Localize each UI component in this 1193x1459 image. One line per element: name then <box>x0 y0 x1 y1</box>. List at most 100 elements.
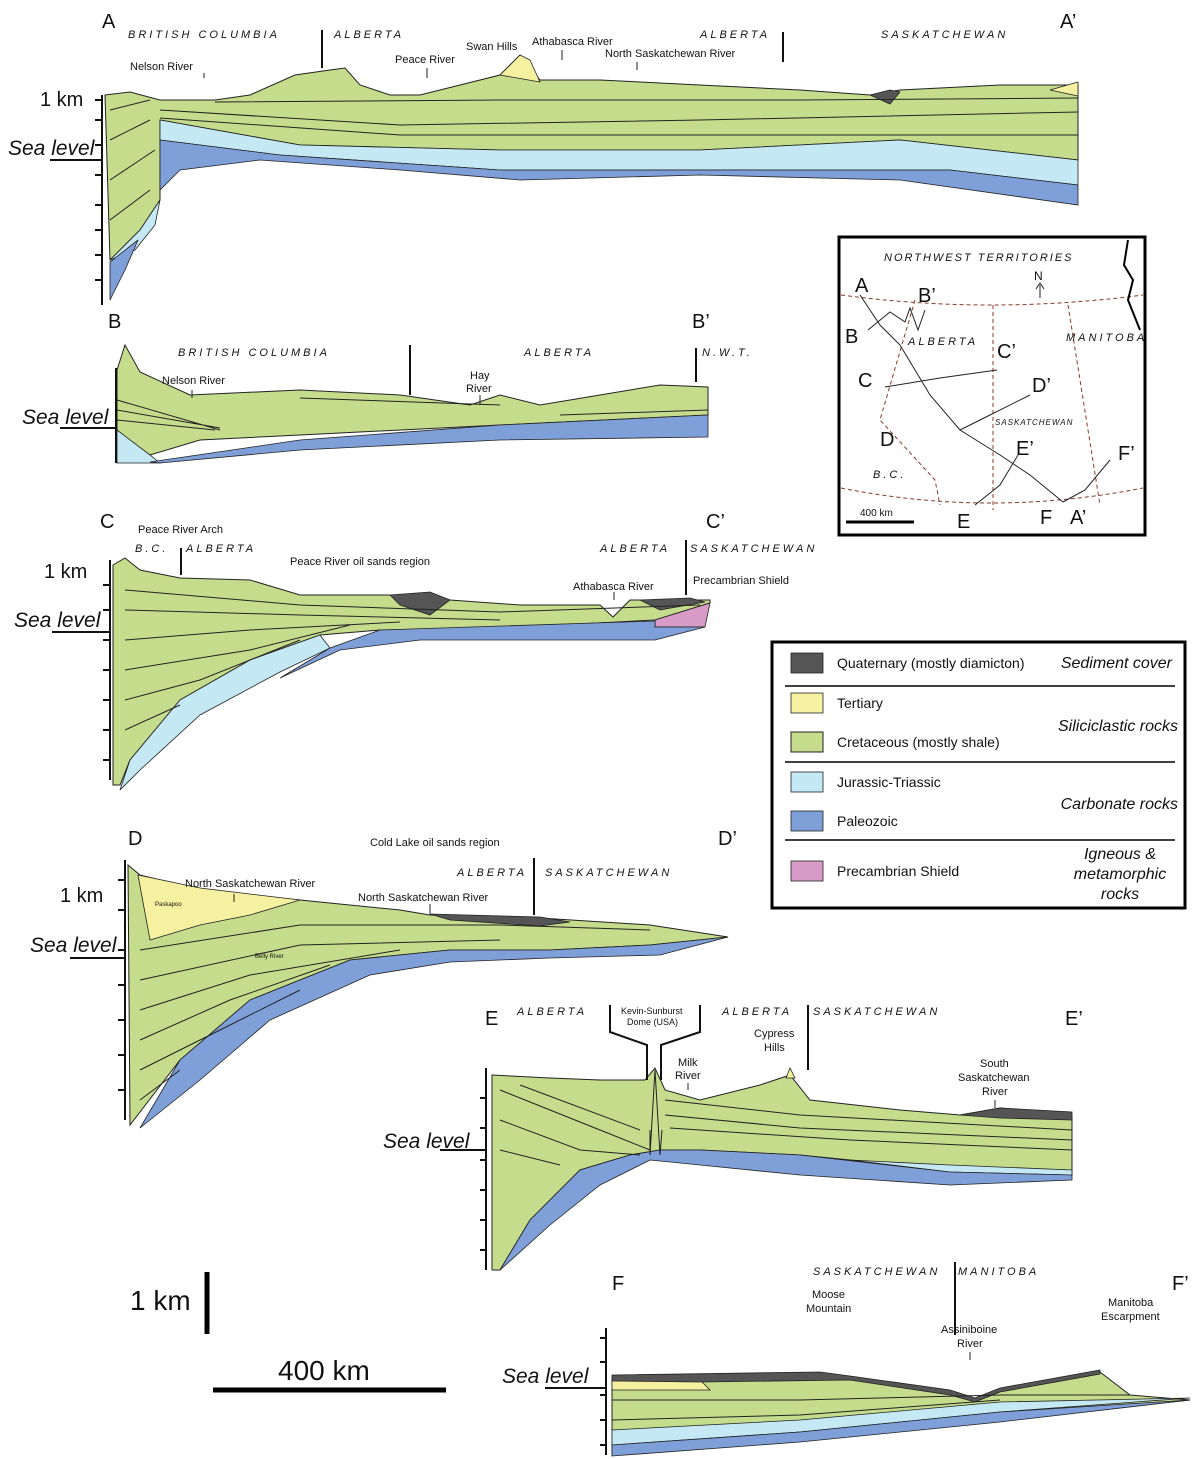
km-label: 1 km <box>40 89 83 111</box>
map-scale: 400 km <box>860 508 893 519</box>
cross-section-figure: A A’ BRITISH COLUMBIA ALBERTA ALBERTA SA… <box>0 0 1193 1459</box>
map-point: D <box>880 429 894 451</box>
map-point: C’ <box>997 341 1016 363</box>
section-end: F’ <box>1172 1273 1189 1295</box>
map-point: B’ <box>918 285 936 307</box>
map-point: B <box>845 326 858 348</box>
section-end: A’ <box>1060 11 1076 33</box>
section-e: E E’ ALBERTA ALBERTA SASKATCHEWAN Kevin-… <box>383 1005 1083 1270</box>
province: SASKATCHEWAN <box>813 1266 940 1278</box>
legend-entry: Precambrian Shield <box>837 863 959 879</box>
sea-level: Sea level <box>8 137 96 160</box>
province: SASKATCHEWAN <box>813 1006 940 1018</box>
province: SASKATCHEWAN <box>690 543 817 555</box>
section-start: D <box>128 828 142 850</box>
feature: Hay <box>470 370 490 382</box>
unit-label: Belly River <box>255 954 284 960</box>
feature: Moose <box>812 1289 845 1301</box>
map-province: ALBERTA <box>907 336 978 348</box>
legend-swatch <box>791 772 823 792</box>
section-start: C <box>100 511 114 533</box>
feature: River <box>982 1086 1008 1098</box>
feature: River <box>466 383 492 395</box>
map-point: C <box>858 370 872 392</box>
province: ALBERTA <box>185 543 256 555</box>
map-point: E’ <box>1016 438 1034 460</box>
legend-entry: Quaternary (mostly diamicton) <box>837 655 1025 671</box>
horizontal-scale: 400 km <box>278 1355 370 1386</box>
feature: Milk <box>678 1057 698 1069</box>
north-arrow: N <box>1034 269 1043 283</box>
section-start: E <box>485 1008 498 1030</box>
province: MANITOBA <box>958 1266 1039 1278</box>
legend-swatch <box>791 653 823 673</box>
sea-level: Sea level <box>22 406 110 429</box>
legend-entry: Cretaceous (mostly shale) <box>837 734 1000 750</box>
map-province: B.C. <box>873 469 906 481</box>
section-end: C’ <box>706 511 725 533</box>
feature: Mountain <box>806 1303 851 1315</box>
map-province: MANITOBA <box>1066 332 1147 344</box>
feature: Athabasca River <box>532 36 613 48</box>
feature: Peace River oil sands region <box>290 556 430 568</box>
map-province: SASKATCHEWAN <box>995 418 1073 427</box>
feature: Nelson River <box>130 61 193 73</box>
feature: River <box>957 1338 983 1350</box>
feature: North Saskatchewan River <box>185 878 316 890</box>
legend-group: rocks <box>1101 886 1139 903</box>
province: ALBERTA <box>599 543 670 555</box>
section-start: B <box>108 311 121 333</box>
legend: Quaternary (mostly diamicton) Tertiary C… <box>772 642 1185 908</box>
feature: Kevin-Sunburst <box>621 1006 683 1016</box>
map-point: E <box>957 511 970 533</box>
province: BRITISH COLUMBIA <box>128 29 280 41</box>
scale: 1 km 400 km <box>130 1272 446 1390</box>
feature: Peace River Arch <box>138 524 223 536</box>
province: ALBERTA <box>333 29 404 41</box>
section-b: B B’ BRITISH COLUMBIA ALBERTA N.W.T. Nel… <box>22 311 753 463</box>
feature: River <box>675 1070 701 1082</box>
legend-entry: Jurassic-Triassic <box>837 774 941 790</box>
province: SASKATCHEWAN <box>881 29 1008 41</box>
legend-entry: Tertiary <box>837 695 883 711</box>
sea-level: Sea level <box>14 609 102 632</box>
km-label: 1 km <box>60 885 103 907</box>
feature: Saskatchewan <box>958 1072 1030 1084</box>
legend-group: Sediment cover <box>1061 655 1173 672</box>
legend-group: Siliciclastic rocks <box>1058 718 1178 735</box>
location-map: NORTHWEST TERRITORIES N ALBERTA MANITOBA… <box>839 237 1147 535</box>
map-point: A <box>855 275 869 297</box>
feature: Cypress <box>754 1028 795 1040</box>
feature: Hills <box>764 1042 785 1054</box>
feature: Escarpment <box>1101 1311 1160 1323</box>
section-end: D’ <box>718 828 737 850</box>
province: BRITISH COLUMBIA <box>178 347 330 359</box>
section-c: C C’ B.C. ALBERTA ALBERTA SASKATCHEWAN P… <box>14 511 817 790</box>
map-point: F’ <box>1118 443 1135 465</box>
map-title: NORTHWEST TERRITORIES <box>884 252 1074 264</box>
feature: North Saskatchewan River <box>358 892 489 904</box>
province: B.C. <box>135 543 168 555</box>
tertiary <box>786 1068 795 1078</box>
feature: Assiniboine <box>941 1324 997 1336</box>
sea-level: Sea level <box>383 1130 471 1153</box>
legend-group: Igneous & <box>1084 846 1156 863</box>
feature: Dome (USA) <box>627 1017 678 1027</box>
province: ALBERTA <box>699 29 770 41</box>
province: ALBERTA <box>456 867 527 879</box>
legend-entry: Paleozoic <box>837 813 898 829</box>
vertical-scale: 1 km <box>130 1285 191 1316</box>
section-start: F <box>612 1273 624 1295</box>
sea-level: Sea level <box>502 1365 590 1388</box>
legend-group: metamorphic <box>1074 866 1166 883</box>
province: ALBERTA <box>516 1006 587 1018</box>
map-point: F <box>1040 507 1052 529</box>
feature: Swan Hills <box>466 41 518 53</box>
sea-level: Sea level <box>30 934 118 957</box>
feature: South <box>980 1058 1009 1070</box>
section-f: F F’ SASKATCHEWAN MANITOBA Moose Mountai… <box>502 1262 1190 1456</box>
feature: Nelson River <box>162 375 225 387</box>
legend-swatch <box>791 861 823 881</box>
section-end: E’ <box>1065 1008 1083 1030</box>
section-start: A <box>102 11 116 33</box>
